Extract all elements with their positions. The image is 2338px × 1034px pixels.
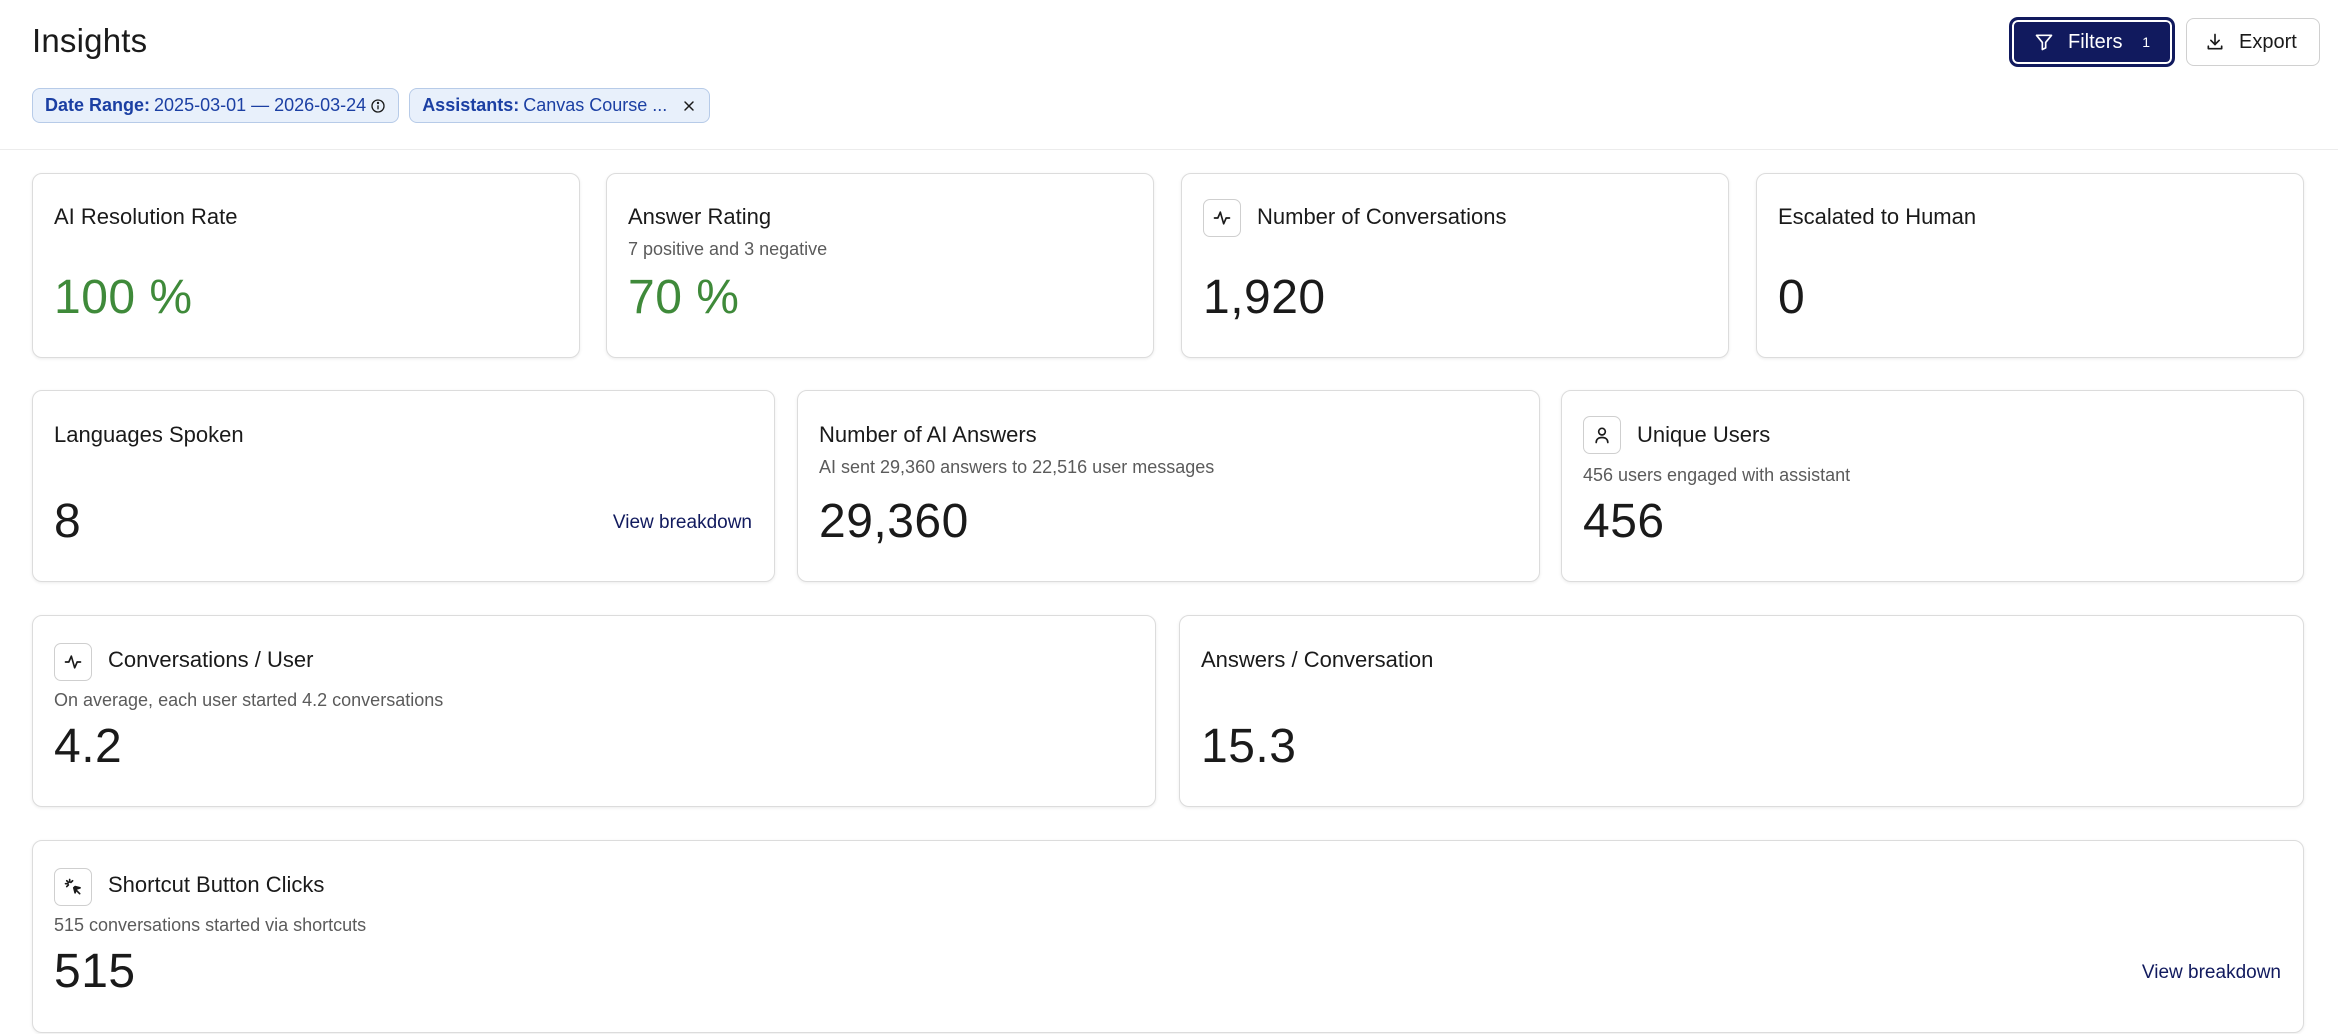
activity-icon xyxy=(54,643,92,681)
card-title: Shortcut Button Clicks xyxy=(108,872,325,897)
shortcut-button-clicks-card: Shortcut Button Clicks 515 conversations… xyxy=(32,840,2304,1033)
card-title: Number of Conversations xyxy=(1257,204,1507,229)
filters-count-badge: 1 xyxy=(2142,34,2150,50)
card-title: Number of AI Answers xyxy=(819,422,1037,447)
chip-key: Assistants: xyxy=(422,95,520,115)
date-range-chip[interactable]: Date Range: 2025-03-01 — 2026-03-24 xyxy=(32,88,400,123)
card-value: 1,920 xyxy=(1203,271,1326,324)
chip-key: Date Range: xyxy=(45,95,151,115)
answer-rating-card: Answer Rating 7 positive and 3 negative … xyxy=(606,173,1154,358)
download-icon xyxy=(2205,32,2225,52)
card-value: 8 xyxy=(54,495,82,548)
export-button[interactable]: Export xyxy=(2186,18,2320,66)
card-title: Answers / Conversation xyxy=(1201,647,1434,672)
view-breakdown-link[interactable]: View breakdown xyxy=(612,512,752,533)
card-title: Unique Users xyxy=(1637,422,1771,447)
sparkle-click-icon xyxy=(54,868,92,906)
card-subtitle: On average, each user started 4.2 conver… xyxy=(54,690,444,710)
export-button-label: Export xyxy=(2239,30,2297,53)
conversations-per-user-card: Conversations / User On average, each us… xyxy=(32,615,1156,807)
chip-value: Canvas Course ... xyxy=(523,95,668,115)
filter-icon xyxy=(2034,32,2054,52)
escalated-to-human-card: Escalated to Human 0 xyxy=(1756,173,2304,358)
filters-button-label: Filters xyxy=(2068,30,2123,53)
activity-icon xyxy=(1203,199,1241,237)
answers-per-conversation-card: Answers / Conversation 15.3 xyxy=(1179,615,2304,807)
card-value: 29,360 xyxy=(819,495,969,548)
languages-spoken-card: Languages Spoken 8 View breakdown xyxy=(32,390,775,582)
card-title: Languages Spoken xyxy=(54,422,244,447)
close-icon[interactable] xyxy=(681,98,697,114)
card-value: 515 xyxy=(54,945,136,998)
card-subtitle: 7 positive and 3 negative xyxy=(628,239,828,259)
card-value: 0 xyxy=(1778,271,1806,324)
card-value: 100 % xyxy=(54,271,193,324)
view-breakdown-link[interactable]: View breakdown xyxy=(2141,962,2281,983)
card-subtitle: AI sent 29,360 answers to 22,516 user me… xyxy=(819,457,1215,477)
card-title: Conversations / User xyxy=(108,647,314,672)
card-title: AI Resolution Rate xyxy=(54,204,238,229)
card-title: Answer Rating xyxy=(628,204,772,229)
card-value: 15.3 xyxy=(1201,720,1297,773)
page-title: Insights xyxy=(32,22,148,59)
card-subtitle: 515 conversations started via shortcuts xyxy=(54,915,367,935)
number-of-ai-answers-card: Number of AI Answers AI sent 29,360 answ… xyxy=(797,390,1540,582)
number-of-conversations-card: Number of Conversations 1,920 xyxy=(1181,173,1729,358)
active-filter-chips: Date Range: 2025-03-01 — 2026-03-24 Assi… xyxy=(32,88,711,123)
assistants-chip[interactable]: Assistants: Canvas Course ... xyxy=(409,88,711,123)
card-subtitle: 456 users engaged with assistant xyxy=(1583,465,1851,485)
user-icon xyxy=(1583,416,1621,454)
chip-value: 2025-03-01 — 2026-03-24 xyxy=(154,95,367,115)
header-actions: Filters 1 Export xyxy=(2010,18,2320,66)
page-header: Insights Filters 1 Export Date Range: 20… xyxy=(0,0,2338,150)
info-icon[interactable] xyxy=(370,98,386,114)
filters-button[interactable]: Filters 1 xyxy=(2010,18,2174,66)
card-value: 456 xyxy=(1583,495,1665,548)
card-value: 70 % xyxy=(628,271,740,324)
card-value: 4.2 xyxy=(54,720,123,773)
card-title: Escalated to Human xyxy=(1778,204,1977,229)
ai-resolution-rate-card: AI Resolution Rate 100 % xyxy=(32,173,580,358)
unique-users-card: Unique Users 456 users engaged with assi… xyxy=(1561,390,2304,582)
